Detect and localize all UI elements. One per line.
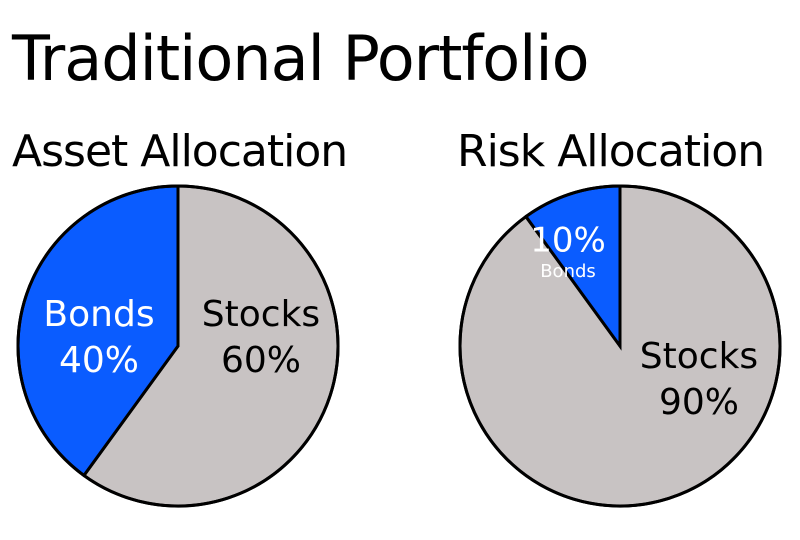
chart-title: Traditional Portfolio	[12, 22, 590, 95]
asset-stocks-value-label: 60%	[221, 340, 301, 381]
risk-allocation-title: Risk Allocation	[457, 126, 765, 177]
asset-bonds-name-label: Bonds	[43, 294, 154, 335]
risk-stocks-name-label: Stocks	[640, 336, 758, 377]
risk-bonds-name-label: Bonds	[540, 261, 596, 282]
asset-stocks-name-label: Stocks	[202, 294, 320, 335]
risk-pie-outline	[458, 184, 782, 508]
asset-pie-outline	[16, 184, 340, 508]
risk-bonds-value-label: 10%	[530, 221, 606, 261]
risk-stocks-value-label: 90%	[659, 382, 739, 423]
asset-bonds-value-label: 40%	[59, 340, 139, 381]
asset-allocation-title: Asset Allocation	[12, 126, 348, 177]
